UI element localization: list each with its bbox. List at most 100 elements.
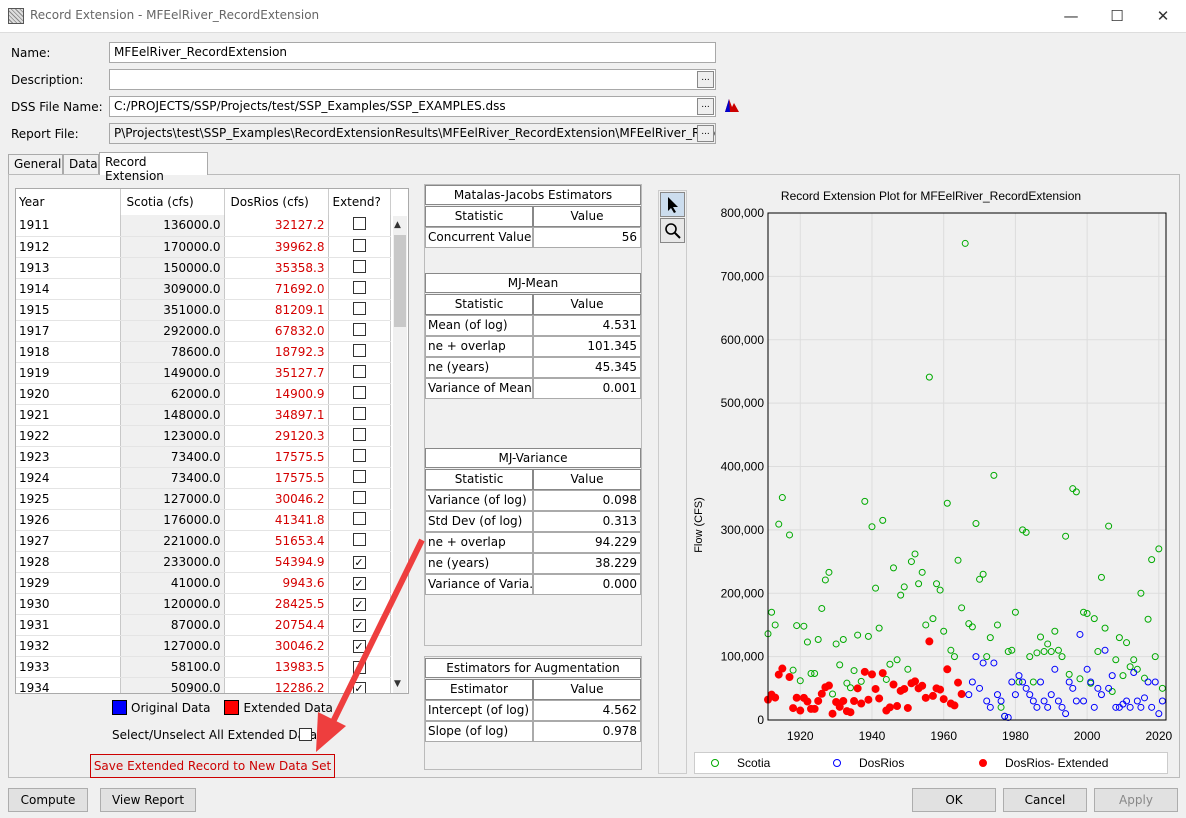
year-cell[interactable]: 1918 bbox=[16, 341, 121, 363]
scotia-cell[interactable]: 73400.0 bbox=[120, 446, 225, 468]
dosrios-cell[interactable]: 51653.4 bbox=[224, 530, 329, 552]
scroll-up-icon[interactable]: ▲ bbox=[394, 220, 401, 230]
table-row[interactable]: 1917 292000.0 67832.0 bbox=[16, 320, 391, 342]
col-scotia[interactable]: Scotia (cfs) bbox=[120, 189, 225, 215]
extend-checkbox[interactable] bbox=[352, 364, 366, 378]
extend-checkbox[interactable] bbox=[352, 280, 366, 294]
dosrios-cell[interactable]: 12286.2 bbox=[224, 677, 329, 693]
dosrios-cell[interactable]: 14900.9 bbox=[224, 383, 329, 405]
scotia-cell[interactable]: 58100.0 bbox=[120, 656, 225, 678]
dosrios-cell[interactable]: 30046.2 bbox=[224, 488, 329, 510]
year-cell[interactable]: 1932 bbox=[16, 635, 121, 657]
dosrios-cell[interactable]: 13983.5 bbox=[224, 656, 329, 678]
year-cell[interactable]: 1922 bbox=[16, 425, 121, 447]
table-row[interactable]: 1913 150000.0 35358.3 bbox=[16, 257, 391, 279]
dosrios-cell[interactable]: 39962.8 bbox=[224, 236, 329, 258]
extend-checkbox[interactable] bbox=[352, 427, 366, 441]
extend-checkbox[interactable] bbox=[352, 238, 366, 252]
year-cell[interactable]: 1921 bbox=[16, 404, 121, 426]
scotia-cell[interactable]: 123000.0 bbox=[120, 425, 225, 447]
cancel-button[interactable]: Cancel bbox=[1003, 788, 1087, 812]
scotia-cell[interactable]: 73400.0 bbox=[120, 467, 225, 489]
dosrios-cell[interactable]: 28425.5 bbox=[224, 593, 329, 615]
extend-checkbox[interactable]: ✓ bbox=[352, 597, 366, 611]
year-cell[interactable]: 1917 bbox=[16, 320, 121, 342]
tab-general[interactable]: General bbox=[8, 154, 63, 174]
dosrios-cell[interactable]: 29120.3 bbox=[224, 425, 329, 447]
extend-checkbox[interactable]: ✓ bbox=[352, 618, 366, 632]
scotia-cell[interactable]: 127000.0 bbox=[120, 635, 225, 657]
table-row[interactable]: 1911 136000.0 32127.2 bbox=[16, 215, 391, 237]
dss-chart-icon[interactable] bbox=[722, 95, 742, 115]
table-row[interactable]: 1932 127000.0 30046.2 ✓ bbox=[16, 635, 391, 657]
dosrios-cell[interactable]: 17575.5 bbox=[224, 467, 329, 489]
pointer-tool-icon[interactable] bbox=[660, 192, 685, 217]
dosrios-cell[interactable]: 18792.3 bbox=[224, 341, 329, 363]
description-browse-button[interactable]: ... bbox=[697, 71, 714, 88]
year-cell[interactable]: 1925 bbox=[16, 488, 121, 510]
extend-checkbox[interactable] bbox=[352, 511, 366, 525]
table-row[interactable]: 1922 123000.0 29120.3 bbox=[16, 425, 391, 447]
dosrios-cell[interactable]: 41341.8 bbox=[224, 509, 329, 531]
extend-checkbox[interactable]: ✓ bbox=[352, 576, 366, 590]
table-row[interactable]: 1929 41000.0 9943.6 ✓ bbox=[16, 572, 391, 594]
dosrios-cell[interactable]: 17575.5 bbox=[224, 446, 329, 468]
table-row[interactable]: 1926 176000.0 41341.8 bbox=[16, 509, 391, 531]
scotia-cell[interactable]: 221000.0 bbox=[120, 530, 225, 552]
scotia-cell[interactable]: 87000.0 bbox=[120, 614, 225, 636]
year-cell[interactable]: 1926 bbox=[16, 509, 121, 531]
dosrios-cell[interactable]: 20754.4 bbox=[224, 614, 329, 636]
extend-checkbox[interactable] bbox=[352, 448, 366, 462]
table-row[interactable]: 1934 50900.0 12286.2 ✓ bbox=[16, 677, 391, 694]
table-row[interactable]: 1925 127000.0 30046.2 bbox=[16, 488, 391, 510]
table-row[interactable]: 1912 170000.0 39962.8 bbox=[16, 236, 391, 258]
scotia-cell[interactable]: 120000.0 bbox=[120, 593, 225, 615]
scotia-cell[interactable]: 62000.0 bbox=[120, 383, 225, 405]
extend-checkbox[interactable] bbox=[352, 259, 366, 273]
extend-checkbox[interactable] bbox=[352, 322, 366, 336]
col-year[interactable]: Year bbox=[16, 189, 121, 215]
tab-data[interactable]: Data bbox=[63, 154, 99, 174]
close-button[interactable]: ✕ bbox=[1156, 7, 1170, 25]
table-row[interactable]: 1928 233000.0 54394.9 ✓ bbox=[16, 551, 391, 573]
dosrios-cell[interactable]: 35358.3 bbox=[224, 257, 329, 279]
dosrios-cell[interactable]: 67832.0 bbox=[224, 320, 329, 342]
scotia-cell[interactable]: 309000.0 bbox=[120, 278, 225, 300]
table-row[interactable]: 1923 73400.0 17575.5 bbox=[16, 446, 391, 468]
table-row[interactable]: 1930 120000.0 28425.5 ✓ bbox=[16, 593, 391, 615]
extend-checkbox[interactable]: ✓ bbox=[352, 660, 366, 674]
year-cell[interactable]: 1924 bbox=[16, 467, 121, 489]
scotia-cell[interactable]: 50900.0 bbox=[120, 677, 225, 693]
table-row[interactable]: 1919 149000.0 35127.7 bbox=[16, 362, 391, 384]
table-row[interactable]: 1920 62000.0 14900.9 bbox=[16, 383, 391, 405]
dss-browse-button[interactable]: ... bbox=[697, 98, 714, 115]
year-cell[interactable]: 1927 bbox=[16, 530, 121, 552]
save-extended-record-button[interactable]: Save Extended Record to New Data Set bbox=[90, 754, 335, 778]
extend-checkbox[interactable] bbox=[352, 490, 366, 504]
extend-checkbox[interactable] bbox=[352, 385, 366, 399]
extend-checkbox[interactable] bbox=[352, 301, 366, 315]
year-cell[interactable]: 1923 bbox=[16, 446, 121, 468]
view-report-button[interactable]: View Report bbox=[100, 788, 196, 812]
scrollbar-thumb[interactable] bbox=[394, 235, 406, 327]
apply-button[interactable]: Apply bbox=[1094, 788, 1178, 812]
year-cell[interactable]: 1913 bbox=[16, 257, 121, 279]
dosrios-cell[interactable]: 34897.1 bbox=[224, 404, 329, 426]
scroll-down-icon[interactable]: ▼ bbox=[394, 679, 401, 689]
extend-checkbox[interactable] bbox=[352, 532, 366, 546]
scotia-cell[interactable]: 150000.0 bbox=[120, 257, 225, 279]
year-cell[interactable]: 1931 bbox=[16, 614, 121, 636]
extend-checkbox[interactable] bbox=[352, 469, 366, 483]
dosrios-cell[interactable]: 54394.9 bbox=[224, 551, 329, 573]
col-extend[interactable]: Extend? bbox=[328, 189, 391, 215]
dss-file-field[interactable]: C:/PROJECTS/SSP/Projects/test/SSP_Exampl… bbox=[109, 96, 716, 117]
name-field[interactable]: MFEelRiver_RecordExtension bbox=[109, 42, 716, 63]
extend-checkbox[interactable] bbox=[352, 343, 366, 357]
scotia-cell[interactable]: 176000.0 bbox=[120, 509, 225, 531]
extend-checkbox[interactable]: ✓ bbox=[352, 681, 366, 694]
table-row[interactable]: 1914 309000.0 71692.0 bbox=[16, 278, 391, 300]
select-all-checkbox[interactable] bbox=[299, 728, 312, 741]
table-row[interactable]: 1933 58100.0 13983.5 ✓ bbox=[16, 656, 391, 678]
table-row[interactable]: 1915 351000.0 81209.1 bbox=[16, 299, 391, 321]
dosrios-cell[interactable]: 9943.6 bbox=[224, 572, 329, 594]
